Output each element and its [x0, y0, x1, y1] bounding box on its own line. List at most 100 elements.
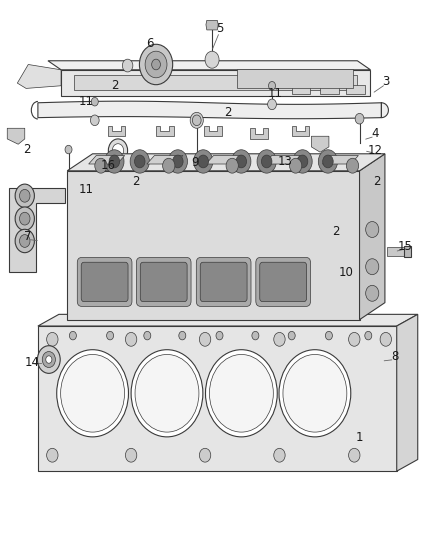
Circle shape	[198, 155, 208, 168]
Polygon shape	[67, 154, 384, 171]
Circle shape	[46, 333, 58, 346]
Circle shape	[145, 51, 166, 78]
Circle shape	[279, 350, 350, 437]
Text: 15: 15	[397, 240, 412, 253]
Polygon shape	[205, 156, 241, 164]
Circle shape	[135, 354, 198, 432]
Circle shape	[209, 354, 273, 432]
Polygon shape	[38, 326, 396, 471]
Circle shape	[267, 99, 276, 110]
Circle shape	[348, 333, 359, 346]
Circle shape	[46, 356, 52, 364]
Text: 4: 4	[370, 127, 378, 140]
Circle shape	[365, 259, 378, 274]
Polygon shape	[311, 136, 328, 152]
Circle shape	[365, 285, 378, 301]
Circle shape	[348, 448, 359, 462]
Polygon shape	[359, 154, 384, 320]
Polygon shape	[10, 188, 65, 272]
Circle shape	[192, 115, 201, 126]
Text: 11: 11	[78, 183, 93, 196]
Text: 3: 3	[381, 75, 389, 88]
Circle shape	[15, 184, 34, 207]
Circle shape	[57, 350, 128, 437]
Circle shape	[37, 346, 60, 373]
Circle shape	[289, 158, 301, 173]
Circle shape	[168, 150, 187, 173]
Text: 1: 1	[355, 431, 363, 444]
Text: 2: 2	[132, 175, 140, 188]
Circle shape	[205, 350, 277, 437]
Polygon shape	[147, 156, 183, 164]
Circle shape	[19, 189, 30, 202]
Text: 11: 11	[78, 95, 93, 108]
Polygon shape	[386, 247, 403, 256]
FancyBboxPatch shape	[140, 262, 187, 302]
Circle shape	[205, 51, 219, 68]
Circle shape	[273, 333, 285, 346]
Circle shape	[95, 158, 107, 173]
Circle shape	[144, 332, 150, 340]
Circle shape	[109, 155, 120, 168]
Text: 8: 8	[390, 350, 397, 364]
Circle shape	[122, 59, 133, 72]
Circle shape	[178, 332, 185, 340]
Circle shape	[231, 150, 251, 173]
Circle shape	[162, 158, 174, 173]
Polygon shape	[204, 126, 221, 136]
Circle shape	[69, 332, 76, 340]
Circle shape	[379, 333, 391, 346]
FancyBboxPatch shape	[200, 262, 247, 302]
Text: 13: 13	[277, 155, 292, 168]
Circle shape	[318, 150, 337, 173]
Circle shape	[19, 212, 30, 225]
Polygon shape	[205, 20, 218, 30]
Circle shape	[42, 352, 55, 368]
Circle shape	[283, 354, 346, 432]
Text: 14: 14	[25, 356, 39, 369]
Text: 2: 2	[331, 225, 339, 238]
Circle shape	[15, 207, 34, 230]
Text: 2: 2	[23, 143, 31, 156]
Circle shape	[112, 144, 124, 158]
Circle shape	[257, 150, 276, 173]
Circle shape	[125, 448, 137, 462]
FancyBboxPatch shape	[196, 257, 251, 306]
Circle shape	[131, 350, 202, 437]
Circle shape	[251, 332, 258, 340]
Circle shape	[193, 150, 212, 173]
Circle shape	[365, 222, 378, 238]
Text: 2: 2	[110, 79, 118, 92]
Polygon shape	[74, 75, 357, 90]
Polygon shape	[237, 69, 352, 88]
Text: 2: 2	[224, 106, 231, 119]
Text: 2: 2	[372, 175, 380, 188]
Polygon shape	[67, 171, 359, 320]
Text: 11: 11	[268, 87, 283, 100]
Circle shape	[288, 332, 294, 340]
Text: 10: 10	[338, 266, 353, 279]
Circle shape	[354, 114, 363, 124]
Circle shape	[297, 155, 307, 168]
Polygon shape	[48, 61, 370, 70]
Polygon shape	[264, 156, 300, 164]
FancyBboxPatch shape	[77, 257, 132, 306]
Circle shape	[364, 332, 371, 340]
Circle shape	[90, 115, 99, 126]
Polygon shape	[155, 126, 173, 136]
Circle shape	[268, 82, 275, 90]
Circle shape	[172, 155, 183, 168]
Polygon shape	[346, 85, 364, 94]
Circle shape	[236, 155, 246, 168]
Text: 12: 12	[367, 144, 381, 157]
Text: 7: 7	[24, 230, 32, 243]
Circle shape	[105, 150, 124, 173]
Polygon shape	[291, 126, 308, 136]
Polygon shape	[396, 314, 417, 471]
Polygon shape	[38, 314, 417, 326]
Circle shape	[19, 235, 30, 247]
Polygon shape	[108, 126, 125, 136]
FancyBboxPatch shape	[259, 262, 306, 302]
Polygon shape	[319, 85, 338, 94]
FancyBboxPatch shape	[136, 257, 191, 306]
